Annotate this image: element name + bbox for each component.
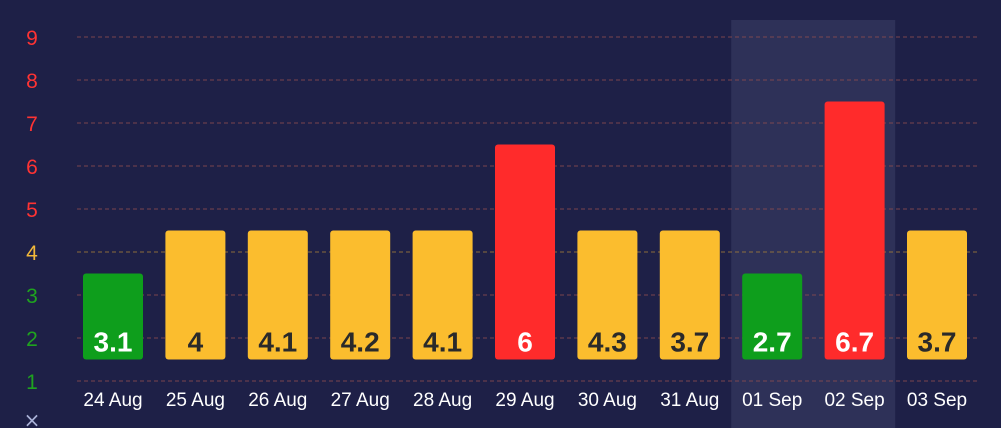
x-tick-label: 27 Aug — [331, 390, 390, 411]
x-tick-label: 24 Aug — [83, 390, 142, 411]
bar[interactable] — [907, 230, 967, 360]
bar-value-label: 4.1 — [258, 327, 297, 358]
bar-value-label: 3.7 — [918, 327, 957, 358]
y-tick-label: 4 — [26, 242, 38, 265]
y-tick-label: 6 — [26, 156, 38, 179]
y-tick-label: 1 — [26, 371, 38, 394]
close-icon[interactable]: × — [24, 408, 41, 428]
bar[interactable] — [83, 273, 143, 360]
x-tick-label: 30 Aug — [578, 390, 637, 411]
bar-value-label: 6.7 — [835, 327, 874, 358]
bar[interactable] — [247, 230, 308, 360]
y-tick-label: 3 — [26, 285, 38, 308]
bar-value-label: 4.3 — [588, 327, 627, 358]
bar-value-label: 3.7 — [670, 327, 709, 358]
x-tick-label: 26 Aug — [248, 390, 307, 411]
bar[interactable] — [165, 230, 226, 360]
bar[interactable] — [824, 101, 885, 360]
x-tick-label: 01 Sep — [742, 390, 802, 411]
bar[interactable] — [412, 230, 473, 360]
bar-value-label: 4.1 — [423, 327, 462, 358]
bar-value-label: 3.1 — [94, 327, 133, 358]
bar-value-label: 4.2 — [341, 327, 380, 358]
y-tick-label: 2 — [26, 328, 38, 351]
x-tick-label: 25 Aug — [166, 390, 225, 411]
x-tick-label: 02 Sep — [824, 390, 884, 411]
bar-value-label: 6 — [517, 327, 533, 358]
x-tick-label: 28 Aug — [413, 390, 472, 411]
y-tick-label: 5 — [26, 199, 38, 222]
bar[interactable] — [495, 144, 555, 360]
x-tick-label: 31 Aug — [660, 390, 719, 411]
y-tick-label: 7 — [26, 113, 38, 136]
y-tick-label: 9 — [26, 27, 38, 50]
bar[interactable] — [330, 230, 391, 360]
bar-value-label: 4 — [188, 327, 204, 358]
bar[interactable] — [659, 230, 720, 360]
y-tick-label: 8 — [26, 70, 38, 93]
bar-value-label: 2.7 — [753, 327, 792, 358]
x-tick-label: 03 Sep — [907, 390, 967, 411]
bar[interactable] — [577, 230, 638, 360]
bar[interactable] — [742, 273, 803, 360]
x-tick-label: 29 Aug — [495, 390, 554, 411]
